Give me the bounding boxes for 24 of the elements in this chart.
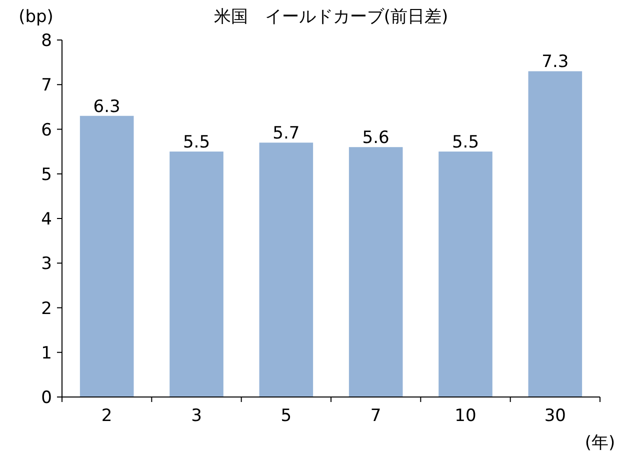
chart-title: 米国 イールドカーブ(前日差)	[214, 7, 448, 27]
y-tick-label: 6	[41, 120, 52, 140]
y-tick-label: 0	[41, 388, 52, 408]
y-axis-title: (bp)	[18, 7, 54, 27]
y-tick-label: 8	[41, 31, 52, 51]
data-label: 5.7	[272, 124, 300, 144]
x-tick-label: 10	[454, 406, 476, 426]
x-tick-label: 5	[280, 406, 292, 426]
x-axis-title: (年)	[584, 433, 616, 453]
y-tick-label: 7	[41, 76, 52, 96]
data-label: 5.6	[362, 128, 390, 148]
y-tick-label: 5	[41, 164, 52, 185]
data-label: 7.3	[542, 52, 569, 72]
y-tick-label: 1	[41, 343, 52, 364]
data-label: 5.5	[182, 132, 210, 153]
y-tick-label: 4	[41, 210, 52, 230]
data-label: 6.3	[93, 96, 120, 117]
y-tick-label: 2	[41, 298, 52, 319]
data-label: 5.5	[452, 132, 480, 153]
x-tick-label: 2	[101, 406, 112, 426]
x-tick-label: 30	[544, 406, 566, 426]
x-tick-label: 7	[370, 406, 382, 426]
y-tick-label: 3	[41, 254, 52, 274]
x-tick-label: 3	[191, 406, 202, 426]
